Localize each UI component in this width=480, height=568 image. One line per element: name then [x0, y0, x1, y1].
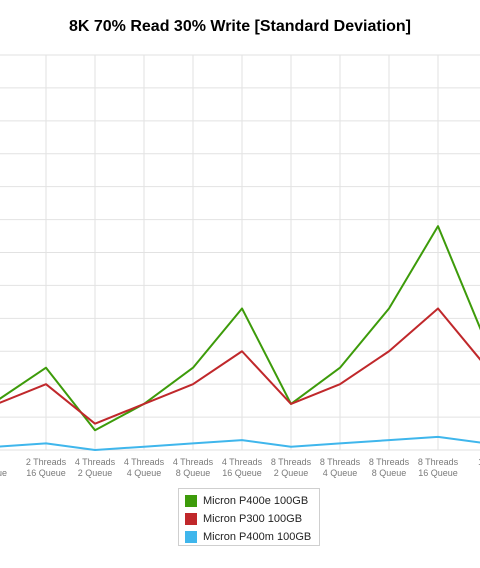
x-tick-label: 16 Queue — [418, 468, 458, 478]
x-tick-label: 4 Queue — [323, 468, 358, 478]
x-tick-label: 4 Threads — [124, 457, 165, 467]
legend-item-p400m: Micron P400m 100GB — [185, 528, 313, 546]
legend: Micron P400e 100GB Micron P300 100GB Mic… — [178, 488, 320, 546]
x-tick-label: 8 Queue — [176, 468, 211, 478]
legend-item-p400e: Micron P400e 100GB — [185, 492, 313, 510]
legend-label-p400e: Micron P400e 100GB — [203, 495, 309, 507]
legend-label-p300: Micron P300 100GB — [203, 513, 303, 525]
x-tick-label: ueue — [0, 468, 7, 478]
legend-item-p300: Micron P300 100GB — [185, 510, 313, 528]
series-line-1 — [0, 307, 480, 425]
x-tick-label: 16 Queue — [222, 468, 262, 478]
x-tick-label: 2 Queue — [274, 468, 309, 478]
x-tick-label: 4 Threads — [222, 457, 263, 467]
x-tick-label: 8 Threads — [369, 457, 410, 467]
x-tick-label: 2 Queue — [78, 468, 113, 478]
x-tick-label: 16 Queue — [26, 468, 66, 478]
legend-swatch-p400e — [185, 495, 197, 507]
x-tick-label: 8 Threads — [271, 457, 312, 467]
chart-title: 8K 70% Read 30% Write [Standard Deviatio… — [68, 18, 412, 35]
legend-swatch-p300 — [185, 513, 197, 525]
x-tick-label: 2 Threads — [26, 457, 67, 467]
series-lines — [0, 225, 480, 451]
x-tick-label: 16 T — [478, 457, 480, 467]
x-tick-label: 4 Queue — [127, 468, 162, 478]
legend-label-p400m: Micron P400m 100GB — [203, 531, 312, 543]
series-line-0 — [0, 225, 480, 432]
x-tick-label: 8 Threads — [320, 457, 361, 467]
series-line-2 — [0, 435, 480, 451]
x-tick-label: 4 Threads — [75, 457, 116, 467]
x-tick-label: 4 Threads — [173, 457, 214, 467]
x-tick-label: 8 Queue — [372, 468, 407, 478]
x-tick-label: 8 Threads — [418, 457, 459, 467]
legend-swatch-p400m — [185, 531, 197, 543]
grid — [0, 54, 480, 451]
